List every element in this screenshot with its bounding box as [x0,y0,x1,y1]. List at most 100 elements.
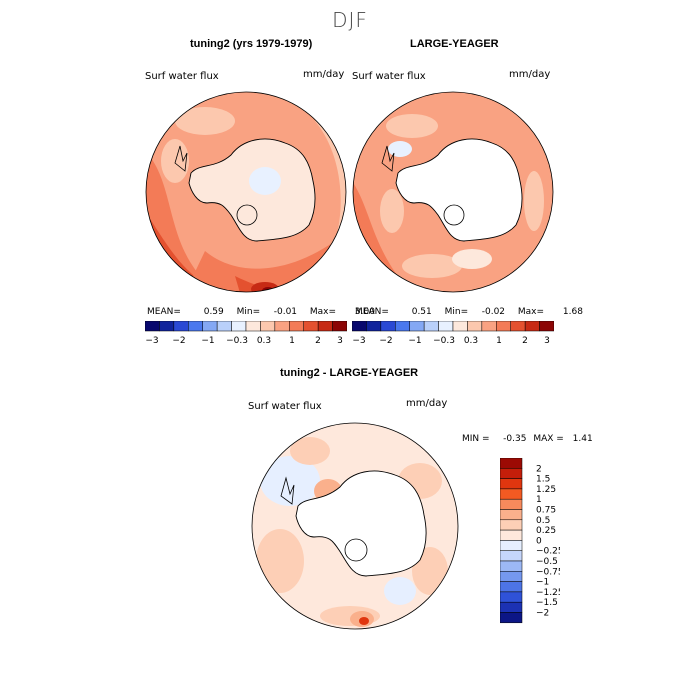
colorbar-swatch [159,321,175,332]
colorbar-tick-label: 0 [536,536,542,546]
colorbar-swatch [289,321,304,332]
map-panel-1 [145,91,347,293]
colorbar-swatch [510,321,526,332]
map-panel-2 [352,91,554,293]
colorbar-tick-label: 2 [315,336,321,345]
colorbar-swatch [173,321,189,332]
colorbar-swatch [539,321,554,332]
colorbar-swatch [274,321,290,332]
colorbar-swatch [500,571,523,582]
colorbar-tick-label: 2 [522,336,528,345]
min-label: Min= [236,307,261,317]
max-value: 3.00 [354,307,375,317]
diff-min-value: -0.35 [503,434,527,444]
diff-units: mm/day [406,398,448,409]
colorbar-swatch [145,321,160,332]
colorbar-tick-label: 1.25 [536,485,556,495]
max-label: Max= [309,307,337,317]
antarctica-shape [188,138,316,242]
mean-value: 0.51 [411,307,432,317]
map-diff-panel [251,422,459,630]
diff-panel-title: tuning2 - LARGE-YEAGER [280,367,419,379]
colorbar-tick-label: −3 [145,336,158,345]
mean-label: MEAN= [355,307,389,317]
colorbar-tick-label: 1.5 [536,475,550,485]
min-label: Min= [444,307,469,317]
colorbar-tick-label: 0.3 [464,336,478,345]
colorbar-panel-1: −3 −2 −1 −0.3 0.3 1 2 3 [145,321,347,345]
colorbar-tick-label: 2 [536,464,542,474]
colorbar-tick-label: 0.25 [536,526,556,536]
colorbar-swatch [245,321,261,332]
min-value: -0.01 [273,307,298,317]
colorbar-tick-label: −0.5 [536,557,558,567]
panel-1-title: tuning2 (yrs 1979-1979) [190,38,313,50]
colorbar-swatch [500,540,523,551]
panel-1-units: mm/day [303,69,345,80]
colorbar-swatch [500,468,523,479]
colorbar-tick-label: 0.5 [536,516,550,526]
colorbar-swatch [366,321,382,332]
colorbar-swatch [438,321,454,332]
colorbar-tick-label: 0.75 [536,506,556,516]
panel-2-units: mm/day [509,69,551,80]
colorbar-swatch [500,478,523,490]
colorbar-swatch [188,321,203,332]
panel-2-title: LARGE-YEAGER [410,38,499,50]
colorbar-tick-label: 0.3 [257,336,271,345]
colorbar-diff: 21.51.2510.750.50.250−0.25−0.5−0.75−1−1.… [500,458,560,624]
colorbar-swatch [260,321,276,332]
colorbar-panel-2: −3 −2 −1 −0.3 0.3 1 2 3 [352,321,554,345]
colorbar-tick-label: −0.75 [536,567,560,577]
colorbar-tick-label: −2 [172,336,185,345]
max-value: 1.68 [562,307,583,317]
colorbar-tick-label: −2 [379,336,392,345]
colorbar-swatch [500,601,523,613]
colorbar-swatch [352,321,367,332]
colorbar-swatch [524,321,540,332]
colorbar-swatch [500,612,523,624]
colorbar-tick-label: 1 [496,336,502,345]
colorbar-swatch [500,458,523,469]
colorbar-swatch [500,581,523,593]
max-label: Max= [517,307,545,317]
colorbar-swatch [317,321,333,332]
panel-1-stats: MEAN= 0.59 Min= -0.01 Max= 3.00 [147,307,375,317]
diff-max-value: 1.41 [572,434,593,444]
colorbar-tick-label: −2 [536,609,549,619]
colorbar-tick-label: 1 [536,495,542,505]
colorbar-swatch [500,498,523,510]
colorbar-swatch [395,321,410,332]
colorbar-tick-label: −0.3 [226,336,248,345]
colorbar-swatch [500,591,523,603]
colorbar-tick-label: −1.5 [536,598,558,608]
colorbar-swatch [452,321,468,332]
diff-field-label: Surf water flux [248,401,322,412]
colorbar-swatch [500,488,523,500]
diff-max-label: MAX = [533,434,564,444]
colorbar-swatch [500,560,523,572]
colorbar-tick-label: −3 [352,336,365,345]
colorbar-swatch [202,321,218,332]
panel-2-stats: MEAN= 0.51 Min= -0.02 Max= 1.68 [355,307,583,317]
colorbar-tick-label: −1.25 [536,588,560,598]
colorbar-swatch [332,321,347,332]
colorbar-swatch [500,529,523,541]
colorbar-tick-label: −1 [536,578,549,588]
panel-2-field-label: Surf water flux [352,71,426,82]
diff-min-label: MIN = [462,434,490,444]
colorbar-tick-label: −1 [408,336,421,345]
colorbar-swatch [500,509,523,521]
colorbar-swatch [481,321,497,332]
colorbar-swatch [500,519,523,531]
colorbar-swatch [216,321,232,332]
colorbar-swatch [303,321,319,332]
colorbar-tick-label: −0.3 [433,336,455,345]
mean-label: MEAN= [147,307,181,317]
colorbar-tick-label: −1 [201,336,214,345]
colorbar-swatch [231,321,247,332]
colorbar-swatch [380,321,396,332]
colorbar-swatch [409,321,425,332]
antarctica-shape [295,470,427,577]
colorbar-tick-label: 3 [337,336,343,345]
